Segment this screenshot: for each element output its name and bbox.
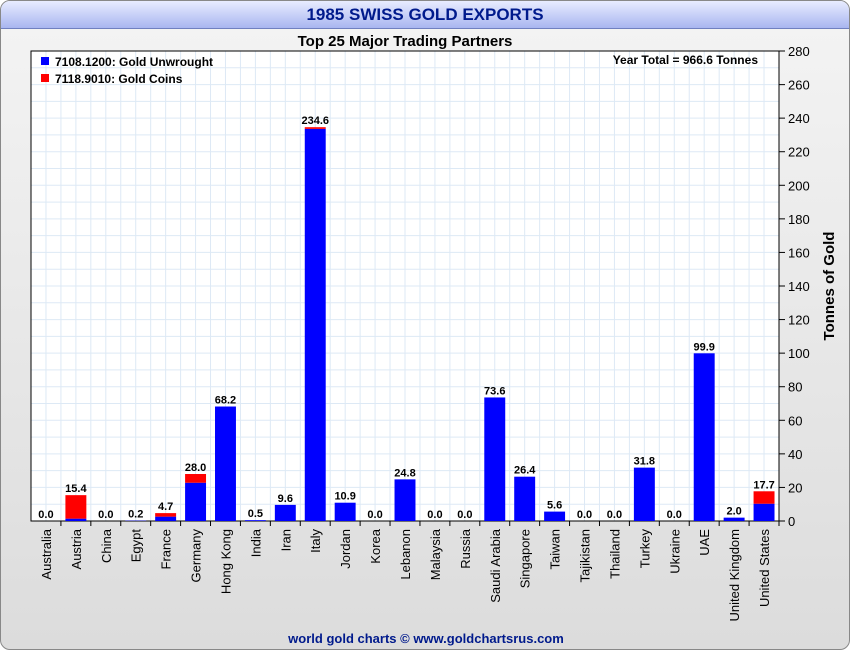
bar-segment xyxy=(633,467,655,521)
x-tick-label: Ukraine xyxy=(667,529,682,574)
data-label: 0.2 xyxy=(128,509,143,521)
data-label: 28.0 xyxy=(185,462,206,474)
bar-segment xyxy=(185,474,207,483)
x-tick-label: Hong Kong xyxy=(218,529,233,594)
y-tick-label: 40 xyxy=(788,447,802,462)
x-tick-label: Jordan xyxy=(338,529,353,569)
chart-subtitle: Top 25 Major Trading Partners xyxy=(298,33,513,50)
bar-segment xyxy=(155,516,177,521)
y-tick-label: 100 xyxy=(788,346,810,361)
chart-title: 1985 SWISS GOLD EXPORTS xyxy=(1,1,849,29)
x-tick-label: Italy xyxy=(308,529,323,553)
y-tick-label: 220 xyxy=(788,145,810,160)
legend-label: 7118.9010: Gold Coins xyxy=(55,72,183,86)
y-tick-label: 80 xyxy=(788,380,802,395)
bar-segment xyxy=(544,511,566,521)
legend-swatch xyxy=(41,57,49,65)
x-tick-label: France xyxy=(159,529,174,569)
y-tick-label: 0 xyxy=(788,514,795,529)
data-label: 234.6 xyxy=(301,115,329,127)
data-label: 0.0 xyxy=(427,509,442,521)
bar-segment xyxy=(244,520,266,521)
data-label: 0.0 xyxy=(367,509,382,521)
bar-segment xyxy=(693,353,715,521)
data-label: 31.8 xyxy=(634,456,655,468)
data-label: 73.6 xyxy=(484,385,505,397)
bar-segment xyxy=(155,513,177,517)
data-label: 99.9 xyxy=(693,341,714,353)
data-label: 0.0 xyxy=(457,509,472,521)
data-label: 15.4 xyxy=(65,483,87,495)
bar-segment xyxy=(185,482,207,521)
bar-segment xyxy=(394,479,416,521)
data-label: 0.0 xyxy=(577,509,592,521)
x-tick-label: Saudi Arabia xyxy=(488,528,503,602)
bar-segment xyxy=(484,397,506,521)
legend-label: 7108.1200: Gold Unwrought xyxy=(55,55,213,69)
data-label: 5.6 xyxy=(547,500,562,512)
bar-segment xyxy=(334,502,356,521)
x-tick-label: Thailand xyxy=(607,529,622,579)
x-tick-label: Korea xyxy=(368,528,383,563)
data-label: 4.7 xyxy=(158,501,173,513)
data-label: 17.7 xyxy=(753,479,774,491)
y-tick-label: 120 xyxy=(788,313,810,328)
bar-segment xyxy=(753,491,775,504)
x-tick-label: Austria xyxy=(69,528,84,569)
data-label: 10.9 xyxy=(334,491,355,503)
x-tick-label: United Kingdom xyxy=(727,529,742,622)
bar-segment xyxy=(65,518,87,521)
data-label: 68.2 xyxy=(215,395,236,407)
x-tick-label: China xyxy=(99,528,114,563)
data-label: 24.8 xyxy=(394,467,415,479)
data-label: 0.0 xyxy=(667,509,682,521)
x-tick-label: India xyxy=(248,528,263,557)
y-tick-label: 260 xyxy=(788,78,810,93)
y-tick-label: 200 xyxy=(788,178,810,193)
data-label: 0.0 xyxy=(607,509,622,521)
year-total-annotation: Year Total = 966.6 Tonnes xyxy=(613,53,759,67)
x-tick-label: Australia xyxy=(39,528,54,579)
y-tick-label: 160 xyxy=(788,245,810,260)
x-tick-label: Malaysia xyxy=(428,528,443,580)
data-label: 26.4 xyxy=(514,465,536,477)
data-label: 0.0 xyxy=(98,509,113,521)
bar-segment xyxy=(304,127,326,129)
data-label: 9.6 xyxy=(278,493,293,505)
bar-segment xyxy=(65,495,87,519)
y-tick-label: 280 xyxy=(788,44,810,59)
x-tick-label: Turkey xyxy=(637,529,652,569)
x-tick-label: Egypt xyxy=(129,529,144,563)
bar-segment xyxy=(723,517,745,521)
x-tick-label: Germany xyxy=(189,529,204,583)
bar-segment xyxy=(514,476,536,521)
x-tick-label: UAE xyxy=(697,529,712,556)
y-tick-label: 140 xyxy=(788,279,810,294)
x-tick-label: Tajikistan xyxy=(578,529,593,582)
data-label: 0.5 xyxy=(248,508,263,520)
y-tick-label: 180 xyxy=(788,212,810,227)
x-tick-label: Russia xyxy=(458,528,473,569)
data-label: 0.0 xyxy=(38,509,53,521)
bar-segment xyxy=(304,128,326,521)
y-tick-label: 20 xyxy=(788,480,802,495)
bar-segment xyxy=(215,406,236,521)
y-tick-label: 60 xyxy=(788,413,802,428)
y-axis-label: Tonnes of Gold xyxy=(821,232,838,341)
data-label: 2.0 xyxy=(726,506,741,518)
footer-credit: world gold charts © www.goldchartsrus.co… xyxy=(288,631,564,646)
x-tick-label: Singapore xyxy=(518,529,533,588)
x-tick-label: Iran xyxy=(278,529,293,551)
x-tick-label: Lebanon xyxy=(398,529,413,580)
bar-segment xyxy=(274,504,296,521)
legend-swatch xyxy=(41,74,49,82)
bar-segment xyxy=(753,503,775,521)
x-tick-label: Taiwan xyxy=(548,529,563,569)
x-tick-label: United States xyxy=(757,529,772,608)
y-tick-label: 240 xyxy=(788,111,810,126)
